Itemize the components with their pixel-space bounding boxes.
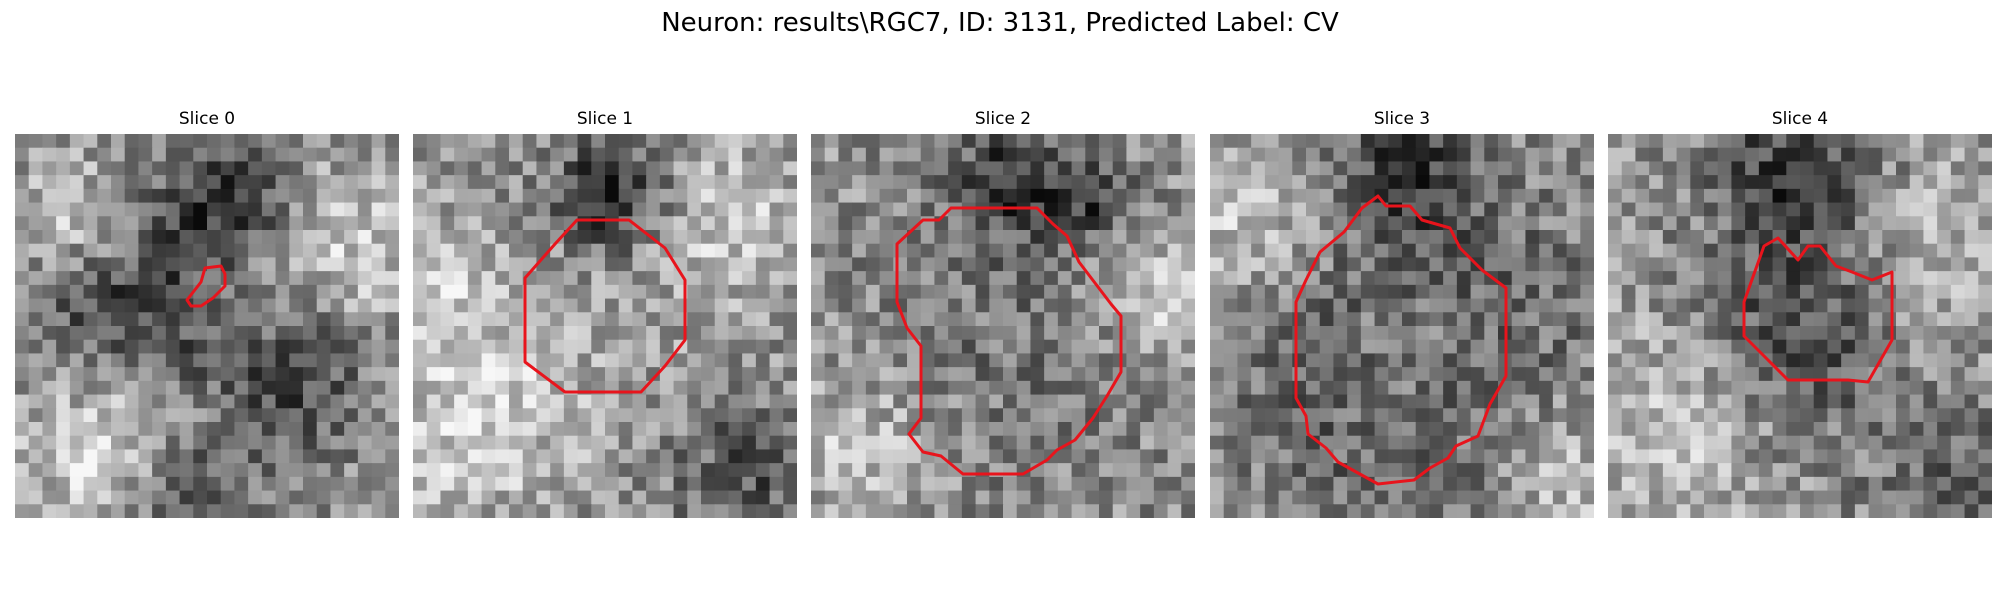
slice-1-contour: [523, 218, 687, 394]
slice-2-contour: [895, 206, 1123, 476]
slice-4-image: [1608, 134, 1992, 518]
slice-0-svg: [15, 134, 399, 518]
slice-4-contour: [1742, 236, 1894, 384]
slice-1-pixels: [413, 134, 797, 518]
slice-0-contour: [185, 264, 227, 308]
figure-title: Neuron: results\RGC7, ID: 3131, Predicte…: [661, 8, 1339, 38]
slice-1-svg: [413, 134, 797, 518]
slice-0-image: [15, 134, 399, 518]
slice-4-svg: [1608, 134, 1992, 518]
slice-3-pixels: [1210, 134, 1594, 518]
slice-2-title: Slice 2: [974, 109, 1032, 129]
slice-3-svg: [1210, 134, 1594, 518]
slice-1-image: [413, 134, 797, 518]
slice-3-title: Slice 3: [1373, 109, 1431, 129]
slice-2-pixels: [811, 134, 1195, 518]
slice-3-image: [1210, 134, 1594, 518]
slice-4-title: Slice 4: [1771, 109, 1829, 129]
slice-2-svg: [811, 134, 1195, 518]
slice-1-title: Slice 1: [576, 109, 634, 129]
slice-4-pixels: [1608, 134, 1992, 518]
slice-0-pixels: [15, 134, 399, 518]
slice-3-contour: [1294, 194, 1508, 486]
slice-2-image: [811, 134, 1195, 518]
slice-0-title: Slice 0: [178, 109, 236, 129]
